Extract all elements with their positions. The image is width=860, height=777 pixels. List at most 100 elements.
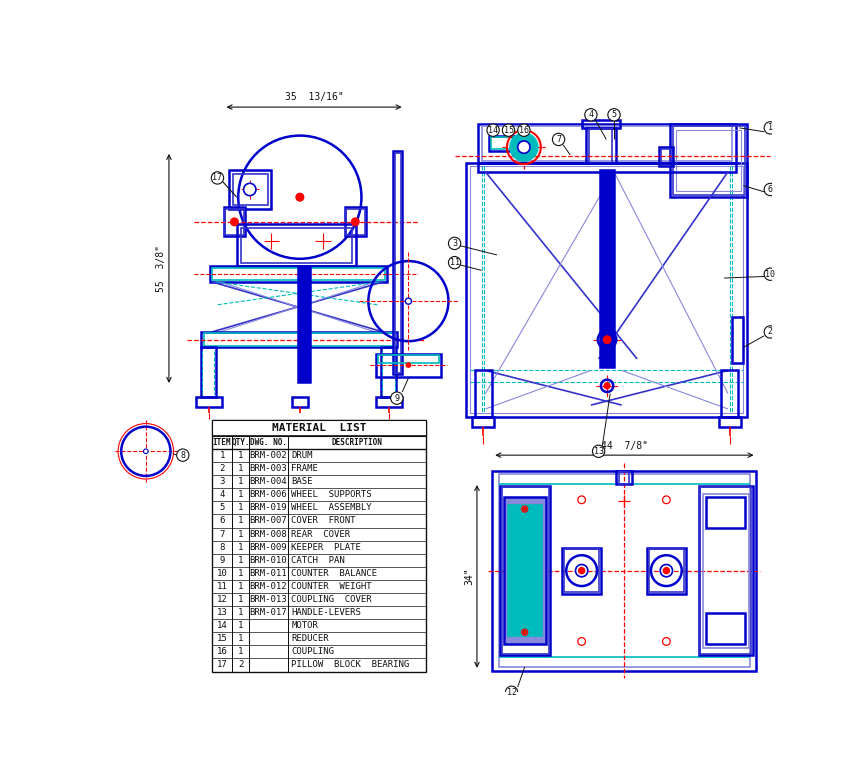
Bar <box>378 355 439 363</box>
Bar <box>673 127 745 195</box>
Text: BRM-004: BRM-004 <box>249 477 287 486</box>
Bar <box>200 332 396 347</box>
Text: 6: 6 <box>219 517 224 525</box>
Text: BRM-007: BRM-007 <box>249 517 287 525</box>
Bar <box>586 128 617 162</box>
Text: FRAME: FRAME <box>292 464 318 473</box>
Bar <box>501 487 549 653</box>
Text: 10: 10 <box>765 270 776 279</box>
Text: 11: 11 <box>217 582 227 591</box>
Bar <box>562 548 601 594</box>
Text: 14: 14 <box>488 126 498 134</box>
Bar <box>229 170 272 209</box>
Text: MATERIAL  LIST: MATERIAL LIST <box>272 423 366 434</box>
Bar <box>395 152 401 373</box>
Text: 15: 15 <box>217 634 227 643</box>
Text: 12: 12 <box>217 595 227 604</box>
Bar <box>706 497 745 528</box>
Text: CATCH  PAN: CATCH PAN <box>292 556 345 565</box>
Bar <box>564 549 599 592</box>
Circle shape <box>176 449 189 462</box>
Text: 2: 2 <box>768 327 773 336</box>
Text: 35  13/16": 35 13/16" <box>285 92 343 103</box>
Circle shape <box>405 298 411 305</box>
Text: COVER  FRONT: COVER FRONT <box>292 517 356 525</box>
Text: BRM-019: BRM-019 <box>249 503 287 512</box>
Bar <box>670 124 747 197</box>
Bar <box>489 136 520 151</box>
Text: 9: 9 <box>395 394 399 402</box>
Bar <box>491 137 519 149</box>
Bar <box>466 162 747 416</box>
Circle shape <box>604 383 610 389</box>
Text: 3: 3 <box>219 477 224 486</box>
Bar <box>233 174 267 205</box>
Bar <box>500 486 550 655</box>
Text: COUPLING: COUPLING <box>292 647 335 657</box>
Bar <box>381 347 396 397</box>
Text: DRUM: DRUM <box>292 451 313 460</box>
Bar <box>589 130 612 162</box>
Bar <box>477 124 735 162</box>
Bar <box>732 316 743 363</box>
Circle shape <box>390 392 403 404</box>
Text: BRM-010: BRM-010 <box>249 556 287 565</box>
Text: 1: 1 <box>238 542 243 552</box>
Text: 1: 1 <box>238 517 243 525</box>
Text: 1: 1 <box>238 582 243 591</box>
Text: 17: 17 <box>212 173 223 183</box>
Bar <box>204 333 394 346</box>
Text: 1: 1 <box>238 556 243 565</box>
Text: 4: 4 <box>219 490 224 500</box>
Text: BRM-012: BRM-012 <box>249 582 287 591</box>
Bar <box>393 151 402 375</box>
Text: 1: 1 <box>219 451 224 460</box>
Bar <box>292 397 308 406</box>
Text: 1: 1 <box>768 124 773 132</box>
Bar <box>224 207 245 236</box>
Circle shape <box>603 336 611 343</box>
Circle shape <box>510 134 538 161</box>
Circle shape <box>660 564 673 577</box>
Bar <box>499 475 750 667</box>
Bar <box>210 267 387 282</box>
Text: 1: 1 <box>238 530 243 538</box>
Bar <box>477 162 735 172</box>
Text: 6: 6 <box>768 185 773 194</box>
Circle shape <box>663 567 669 573</box>
Text: 2: 2 <box>238 660 243 670</box>
Text: HANDLE-LEVERS: HANDLE-LEVERS <box>292 608 361 617</box>
Text: BRM-009: BRM-009 <box>249 542 287 552</box>
Circle shape <box>765 183 777 196</box>
Text: 7: 7 <box>556 135 561 144</box>
Text: 12: 12 <box>507 688 517 697</box>
Bar <box>225 209 243 235</box>
Text: QTY.: QTY. <box>231 438 249 447</box>
Circle shape <box>448 256 461 269</box>
Bar <box>376 354 441 377</box>
Text: BRM-008: BRM-008 <box>249 530 287 538</box>
Text: 55  3/8": 55 3/8" <box>156 245 166 292</box>
Text: 8: 8 <box>219 542 224 552</box>
Text: 1: 1 <box>238 490 243 500</box>
Bar <box>618 472 630 484</box>
Bar <box>700 487 751 653</box>
Bar <box>212 420 426 671</box>
Text: 13: 13 <box>217 608 227 617</box>
Bar <box>600 170 614 367</box>
Text: 16: 16 <box>217 647 227 657</box>
Text: 8: 8 <box>181 451 185 460</box>
Bar <box>706 613 745 644</box>
Text: BRM-017: BRM-017 <box>249 608 287 617</box>
Bar <box>472 416 494 427</box>
Text: BRM-002: BRM-002 <box>249 451 287 460</box>
Text: 17: 17 <box>217 660 227 670</box>
Text: 1: 1 <box>238 647 243 657</box>
Bar <box>698 486 752 655</box>
Circle shape <box>144 449 148 454</box>
Text: 4: 4 <box>588 110 593 120</box>
Bar <box>721 371 738 416</box>
Bar <box>648 549 684 592</box>
Text: 1: 1 <box>238 608 243 617</box>
Bar <box>346 209 365 235</box>
